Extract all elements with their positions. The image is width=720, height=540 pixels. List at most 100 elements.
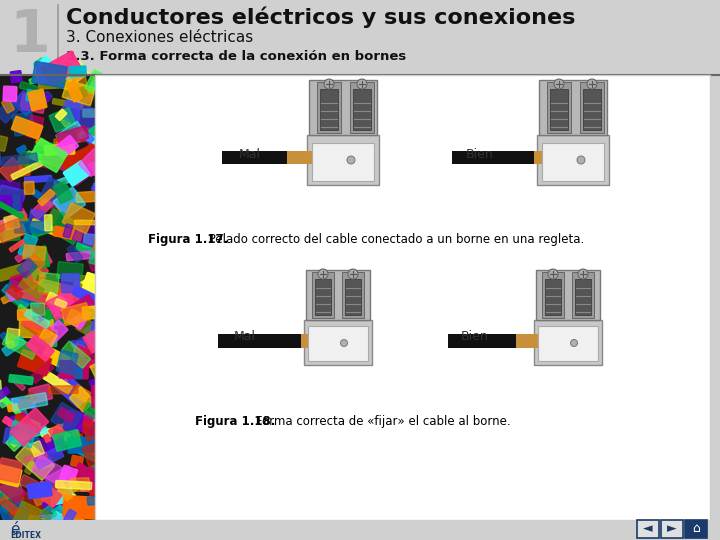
FancyBboxPatch shape <box>60 465 78 483</box>
FancyBboxPatch shape <box>93 242 121 258</box>
Circle shape <box>587 79 597 89</box>
FancyBboxPatch shape <box>4 500 27 515</box>
FancyBboxPatch shape <box>46 299 65 316</box>
FancyBboxPatch shape <box>27 482 52 499</box>
FancyBboxPatch shape <box>34 487 40 496</box>
FancyBboxPatch shape <box>72 330 102 352</box>
FancyBboxPatch shape <box>85 70 103 92</box>
FancyBboxPatch shape <box>30 485 50 506</box>
FancyBboxPatch shape <box>76 242 100 256</box>
FancyBboxPatch shape <box>2 285 29 309</box>
FancyBboxPatch shape <box>72 430 84 447</box>
Bar <box>304 320 372 365</box>
FancyBboxPatch shape <box>19 475 50 497</box>
Bar <box>0 0 720 75</box>
FancyBboxPatch shape <box>80 510 86 517</box>
Text: ⌂: ⌂ <box>692 523 700 536</box>
FancyBboxPatch shape <box>0 135 8 151</box>
FancyBboxPatch shape <box>86 133 110 159</box>
FancyBboxPatch shape <box>63 494 81 512</box>
FancyBboxPatch shape <box>89 148 104 161</box>
FancyBboxPatch shape <box>38 279 75 300</box>
FancyBboxPatch shape <box>17 309 32 320</box>
FancyBboxPatch shape <box>14 221 50 233</box>
FancyBboxPatch shape <box>27 335 54 361</box>
FancyBboxPatch shape <box>30 246 50 269</box>
FancyBboxPatch shape <box>61 295 94 321</box>
FancyBboxPatch shape <box>59 496 98 519</box>
FancyBboxPatch shape <box>0 494 9 511</box>
FancyBboxPatch shape <box>51 402 82 433</box>
FancyBboxPatch shape <box>53 226 82 241</box>
FancyBboxPatch shape <box>49 186 76 212</box>
FancyBboxPatch shape <box>0 496 18 515</box>
FancyBboxPatch shape <box>17 258 37 278</box>
FancyBboxPatch shape <box>64 509 76 523</box>
FancyBboxPatch shape <box>33 481 62 507</box>
Bar <box>301 334 309 348</box>
FancyBboxPatch shape <box>12 393 48 411</box>
FancyBboxPatch shape <box>75 367 83 379</box>
FancyBboxPatch shape <box>61 273 80 293</box>
FancyBboxPatch shape <box>51 370 89 408</box>
FancyBboxPatch shape <box>32 491 50 503</box>
Bar <box>0 520 720 540</box>
FancyBboxPatch shape <box>60 155 73 172</box>
Circle shape <box>554 79 564 89</box>
FancyBboxPatch shape <box>19 82 38 93</box>
FancyBboxPatch shape <box>0 385 9 408</box>
FancyBboxPatch shape <box>4 222 20 241</box>
FancyBboxPatch shape <box>38 329 57 348</box>
FancyBboxPatch shape <box>76 94 92 111</box>
FancyBboxPatch shape <box>6 422 36 451</box>
Bar <box>545 279 561 315</box>
FancyBboxPatch shape <box>89 122 107 139</box>
Bar <box>0 75 95 540</box>
FancyBboxPatch shape <box>34 58 53 78</box>
FancyBboxPatch shape <box>66 251 94 261</box>
Bar <box>536 270 600 320</box>
FancyBboxPatch shape <box>43 209 84 245</box>
FancyBboxPatch shape <box>40 421 73 437</box>
Text: Bien: Bien <box>466 148 494 161</box>
FancyBboxPatch shape <box>31 438 40 451</box>
FancyBboxPatch shape <box>9 421 36 448</box>
FancyBboxPatch shape <box>60 379 68 388</box>
Bar <box>661 520 683 538</box>
FancyBboxPatch shape <box>38 435 66 456</box>
FancyBboxPatch shape <box>42 487 72 512</box>
FancyBboxPatch shape <box>27 116 44 139</box>
Bar <box>218 334 301 348</box>
FancyBboxPatch shape <box>36 159 68 170</box>
FancyBboxPatch shape <box>70 387 94 412</box>
FancyBboxPatch shape <box>24 267 45 289</box>
Bar <box>534 320 602 365</box>
FancyBboxPatch shape <box>56 122 86 150</box>
FancyBboxPatch shape <box>38 272 59 293</box>
FancyBboxPatch shape <box>30 362 54 383</box>
FancyBboxPatch shape <box>1 99 14 113</box>
FancyBboxPatch shape <box>15 245 35 262</box>
FancyBboxPatch shape <box>64 522 84 540</box>
FancyBboxPatch shape <box>63 72 87 89</box>
FancyBboxPatch shape <box>17 350 52 376</box>
FancyBboxPatch shape <box>90 75 114 100</box>
FancyBboxPatch shape <box>0 501 28 525</box>
FancyBboxPatch shape <box>72 286 102 307</box>
FancyBboxPatch shape <box>87 489 125 516</box>
FancyBboxPatch shape <box>10 271 35 292</box>
FancyBboxPatch shape <box>36 462 53 469</box>
Circle shape <box>548 269 558 279</box>
FancyBboxPatch shape <box>30 254 45 269</box>
FancyBboxPatch shape <box>0 261 35 281</box>
FancyBboxPatch shape <box>11 161 42 179</box>
FancyBboxPatch shape <box>96 268 103 278</box>
FancyBboxPatch shape <box>40 195 73 211</box>
FancyBboxPatch shape <box>91 183 112 197</box>
FancyBboxPatch shape <box>19 157 30 176</box>
FancyBboxPatch shape <box>18 305 38 322</box>
FancyBboxPatch shape <box>31 288 71 321</box>
FancyBboxPatch shape <box>61 368 82 379</box>
Bar <box>547 82 571 133</box>
Bar <box>538 326 598 361</box>
